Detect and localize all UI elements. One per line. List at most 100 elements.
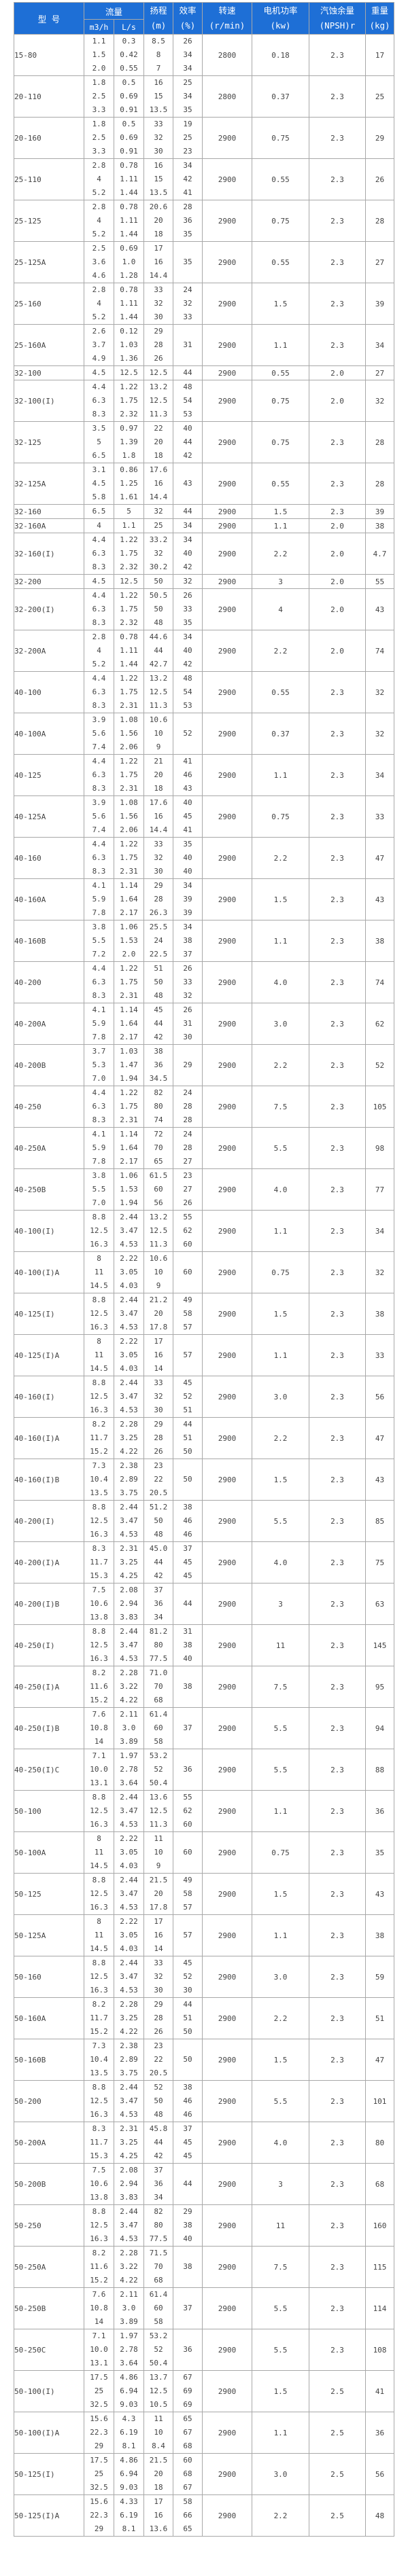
cell-speed: 2900	[202, 754, 252, 796]
cell-flow-ls: 2.44 3.47 4.53	[114, 2204, 144, 2247]
flow-m3h-value: 8.3	[92, 1115, 106, 1124]
flow-ls-value: 1.8	[122, 451, 136, 460]
flow-m3h-value: 11.6	[90, 2262, 108, 2271]
cell-model: 40-100	[14, 671, 84, 713]
flow-ls-value: 4.03	[120, 1364, 138, 1373]
cell-head: 25	[143, 518, 173, 533]
flow-ls-value: 2.31	[120, 867, 138, 876]
head-value: 12.5	[149, 1226, 168, 1235]
cell-model: 40-100(I)A	[14, 1251, 84, 1293]
table-row: 50-160A 8.2 11.7 15.2 2.28 3.25 4.22 29 28 26 44 51…	[14, 1997, 394, 2039]
cell-npsh: 2.3	[309, 2246, 366, 2288]
cell-efficiency: 32	[173, 574, 203, 589]
cell-power: 4.0	[252, 961, 309, 1003]
cell-power: 1.5	[252, 504, 309, 519]
cell-weight: 85	[365, 1500, 394, 1542]
cell-power: 2.2	[252, 1417, 309, 1459]
table-row: 32-200A 2.8 4 5.2 0.78 1.11 1.44 44.6 44 42.7 34 40…	[14, 630, 394, 672]
cell-speed: 2900	[202, 2122, 252, 2164]
cell-weight: 88	[365, 1749, 394, 1791]
flow-ls-value: 3.89	[120, 2317, 138, 2326]
efficiency-value: 51	[183, 1406, 192, 1414]
cell-flow-ls: 2.44 3.47 4.53	[114, 2080, 144, 2122]
cell-power: 1.1	[252, 324, 309, 366]
cell-efficiency: 26 31 30	[173, 1003, 203, 1045]
cell-weight: 25	[365, 75, 394, 118]
flow-ls-value: 2.94	[120, 1599, 138, 1608]
cell-model: 40-250B	[14, 1168, 84, 1211]
efficiency-value: 31	[183, 1019, 192, 1028]
cell-flow-m3h: 7.5 10.6 13.8	[84, 1583, 114, 1625]
efficiency-value: 51	[183, 2014, 192, 2022]
head-value: 60	[154, 2304, 163, 2312]
cell-head: 33 32 30	[143, 283, 173, 325]
cell-weight: 4.7	[365, 533, 394, 575]
cell-npsh: 2.3	[309, 2080, 366, 2122]
flow-ls-value: 1.75	[120, 978, 138, 986]
efficiency-value: 38	[183, 1641, 192, 1649]
flow-ls-value: 2.94	[120, 2179, 138, 2188]
head-value: 26	[154, 1447, 163, 1456]
flow-ls-value: 1.39	[120, 437, 138, 446]
flow-m3h-value: 8.3	[92, 410, 106, 418]
efficiency-value: 65	[183, 2414, 192, 2423]
efficiency-value: 40	[183, 424, 192, 433]
cell-npsh: 2.5	[309, 2494, 366, 2537]
head-value: 44	[154, 1019, 163, 1028]
efficiency-value: 48	[183, 674, 192, 683]
flow-ls-value: 6.94	[120, 2386, 138, 2395]
efficiency-value: 58	[183, 1889, 192, 1898]
efficiency-value: 35	[183, 230, 192, 238]
cell-efficiency: 35 40 40	[173, 837, 203, 879]
cell-efficiency: 34 40 42	[173, 630, 203, 672]
head-value: 13.2	[149, 382, 168, 391]
cell-efficiency: 34 39 39	[173, 878, 203, 920]
table-row: 25-160 2.8 4 5.2 0.78 1.11 1.44 33 32 30 24 32 33 290…	[14, 283, 394, 325]
cell-speed: 2900	[202, 533, 252, 575]
table-row: 40-250(I) 8.8 12.5 16.3 2.44 3.47 4.53 81.2 80 77…	[14, 1624, 394, 1666]
cell-speed: 2900	[202, 837, 252, 879]
flow-m3h-value: 5.8	[92, 493, 106, 501]
efficiency-value: 42	[183, 660, 192, 668]
efficiency-value: 60	[183, 1240, 192, 1249]
head-value: 18	[154, 230, 163, 238]
flow-m3h-value: 8.8	[92, 1503, 106, 1511]
flow-m3h-value: 2.6	[92, 327, 106, 336]
cell-flow-ls: 1.14 1.64 2.17	[114, 878, 144, 920]
cell-head: 11 10 9	[143, 1831, 173, 1874]
flow-ls-value: 2.06	[120, 825, 138, 834]
cell-efficiency: 44 51 50	[173, 1997, 203, 2039]
flow-ls-value: 4.86	[120, 2456, 138, 2465]
flow-m3h-value: 6.3	[92, 605, 106, 613]
cell-npsh: 2.3	[309, 504, 366, 519]
cell-efficiency: 45 52 30	[173, 1956, 203, 1998]
head-value: 52	[154, 2345, 163, 2354]
table-row: 25-125A 2.5 3.6 4.6 0.69 1.0 1.28 17 16 14.4 35 290…	[14, 241, 394, 283]
cell-speed: 2900	[202, 878, 252, 920]
table-row: 40-125A 3.9 5.6 7.4 1.08 1.56 2.06 17.6 16 14.4 40…	[14, 795, 394, 838]
cell-flow-ls: 0.86 1.25 1.61	[114, 463, 144, 505]
efficiency-value: 57	[183, 1903, 192, 1912]
efficiency-value: 58	[183, 2497, 192, 2506]
efficiency-value: 40	[183, 853, 192, 862]
efficiency-value: 34	[183, 535, 192, 544]
header-head-unit: (m)	[150, 20, 167, 31]
head-value: 30	[154, 147, 163, 156]
flow-ls-value: 0.78	[120, 161, 138, 170]
head-value: 10.6	[149, 715, 168, 724]
header-speed-unit: (r/min)	[209, 20, 245, 31]
cell-flow-ls: 1.22 1.75 2.31	[114, 754, 144, 796]
cell-speed: 2900	[202, 1293, 252, 1335]
flow-ls-value: 3.25	[120, 2014, 138, 2022]
cell-head: 13.2 12.5 11.3	[143, 1210, 173, 1252]
cell-head: 10.6 10 9	[143, 1251, 173, 1293]
flow-ls-value: 1.75	[120, 605, 138, 613]
flow-ls-value: 3.64	[120, 2359, 138, 2367]
flow-ls-value: 4.22	[120, 2027, 138, 2036]
cell-weight: 74	[365, 961, 394, 1003]
cell-weight: 36	[365, 1790, 394, 1832]
flow-m3h-value: 6.3	[92, 687, 106, 696]
head-value: 17.8	[149, 1903, 168, 1912]
flow-ls-value: 2.78	[120, 1765, 138, 1774]
efficiency-value: 53	[183, 410, 192, 418]
